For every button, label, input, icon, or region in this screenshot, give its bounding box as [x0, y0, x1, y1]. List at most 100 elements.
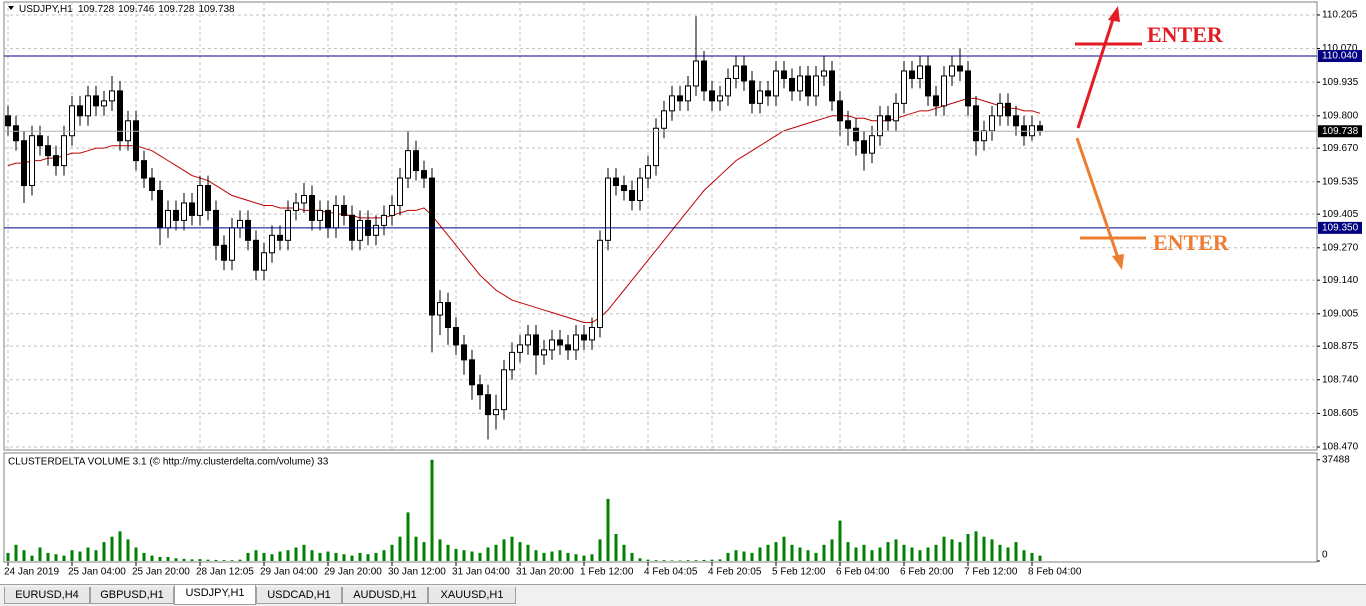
- volume-bar: [894, 539, 898, 561]
- volume-bar: [134, 547, 138, 561]
- candle-body: [661, 110, 667, 129]
- annotation-enter-sell: ENTER: [1153, 230, 1230, 255]
- candle-body: [117, 90, 123, 142]
- candle-body: [285, 209, 291, 241]
- candle-body: [61, 135, 67, 167]
- candle-body: [1005, 102, 1011, 117]
- volume-bar: [966, 534, 970, 561]
- volume-bar: [718, 559, 722, 561]
- candle-body: [269, 234, 275, 254]
- candle-body: [917, 65, 923, 79]
- menu-triangle[interactable]: [8, 6, 14, 10]
- candle-body: [53, 155, 59, 167]
- tab[interactable]: EURUSD,H4: [4, 587, 90, 604]
- volume-bar: [822, 544, 826, 561]
- tab[interactable]: GBPUSD,H1: [90, 587, 174, 604]
- tab[interactable]: AUDUSD,H1: [342, 587, 428, 604]
- volume-bar: [302, 544, 306, 561]
- candle-body: [581, 334, 587, 341]
- high-price: 109.746: [118, 4, 155, 15]
- volume-bar: [238, 559, 242, 561]
- volume-bar: [550, 551, 554, 561]
- volume-bar: [430, 459, 434, 561]
- price-panel: [3, 1, 1318, 451]
- last-price-label: 109.738: [1322, 126, 1359, 137]
- candle-body: [13, 125, 19, 142]
- volume-bar: [94, 550, 98, 561]
- candle-body: [381, 214, 387, 226]
- volume-bar: [190, 559, 194, 561]
- volume-bar: [86, 547, 90, 561]
- volume-bar: [694, 560, 698, 561]
- y-tick-label: 110.070: [1322, 43, 1358, 54]
- volume-bar: [830, 539, 834, 561]
- volume-bar: [998, 544, 1002, 561]
- x-tick-label: 1 Feb 12:00: [580, 567, 634, 578]
- tab-active[interactable]: USDJPY,H1: [174, 585, 256, 605]
- candle-body: [805, 75, 811, 97]
- candle-body: [93, 95, 99, 107]
- candle-body: [637, 177, 643, 201]
- candle-body: [165, 209, 171, 229]
- candle-body: [69, 105, 75, 137]
- candle-body: [573, 334, 579, 351]
- candle-body: [757, 90, 763, 104]
- volume-panel: [3, 452, 1318, 563]
- volume-bar: [62, 555, 66, 561]
- volume-bar: [374, 552, 378, 561]
- candle-body: [749, 80, 755, 104]
- candle-body: [685, 85, 691, 102]
- candle-body: [925, 65, 931, 97]
- x-tick-label: 6 Feb 20:00: [900, 567, 954, 578]
- plot: 110.205 110.070 109.935 109.800 109.670 109.5…: [4, 2, 1362, 578]
- volume-bar: [174, 558, 178, 561]
- candle-body: [157, 190, 163, 229]
- candle-body: [309, 194, 315, 221]
- candle-body: [493, 409, 499, 416]
- tab[interactable]: USDCAD,H1: [256, 587, 342, 604]
- candle-body: [621, 185, 627, 192]
- candle-body: [589, 326, 595, 341]
- volume-bar: [758, 547, 762, 561]
- x-tick-label: 4 Feb 04:05: [644, 567, 698, 578]
- volume-bar: [278, 551, 282, 561]
- volume-bar: [446, 544, 450, 561]
- candle-body: [405, 150, 411, 179]
- volume-bar: [334, 552, 338, 561]
- volume-bar: [838, 520, 842, 561]
- volume-bar: [958, 542, 962, 561]
- volume-bar: [654, 560, 658, 561]
- candle-body: [989, 115, 995, 132]
- x-tick-label: 30 Jan 12:00: [388, 567, 446, 578]
- volume-bar: [662, 560, 666, 561]
- volume-bar: [286, 550, 290, 561]
- volume-bar: [1038, 555, 1042, 561]
- volume-bar: [150, 555, 154, 561]
- candle-body: [229, 227, 235, 261]
- volume-bar: [70, 550, 74, 561]
- volume-bar: [142, 552, 146, 561]
- candle-body: [517, 344, 523, 353]
- candle-body: [933, 95, 939, 107]
- tab[interactable]: XAUUSD,H1: [428, 587, 516, 604]
- candle-body: [781, 70, 787, 79]
- x-tick-label: 24 Jan 2019: [4, 567, 59, 578]
- volume-bar: [630, 552, 634, 561]
- indicator-title: CLUSTERDELTA VOLUME 3.1 (© http://my.clu…: [8, 457, 329, 468]
- volume-bar: [918, 550, 922, 561]
- symbol: USDJPY,H1: [19, 4, 73, 15]
- candle-body: [645, 165, 651, 179]
- volume-bar: [806, 550, 810, 561]
- x-tick-label: 29 Jan 20:00: [324, 567, 382, 578]
- volume-bar: [878, 547, 882, 561]
- sell-arrow: [1075, 137, 1146, 270]
- volume-bar: [198, 559, 202, 561]
- candle-body: [669, 95, 675, 112]
- x-tick-label: 5 Feb 12:00: [772, 567, 826, 578]
- x-tick-label: 4 Feb 20:05: [708, 567, 762, 578]
- y-tick-label: 109.140: [1322, 275, 1359, 286]
- volume-bar: [22, 550, 26, 561]
- volume-bar: [406, 512, 410, 561]
- volume-bar: [798, 547, 802, 561]
- candle-body: [853, 127, 859, 142]
